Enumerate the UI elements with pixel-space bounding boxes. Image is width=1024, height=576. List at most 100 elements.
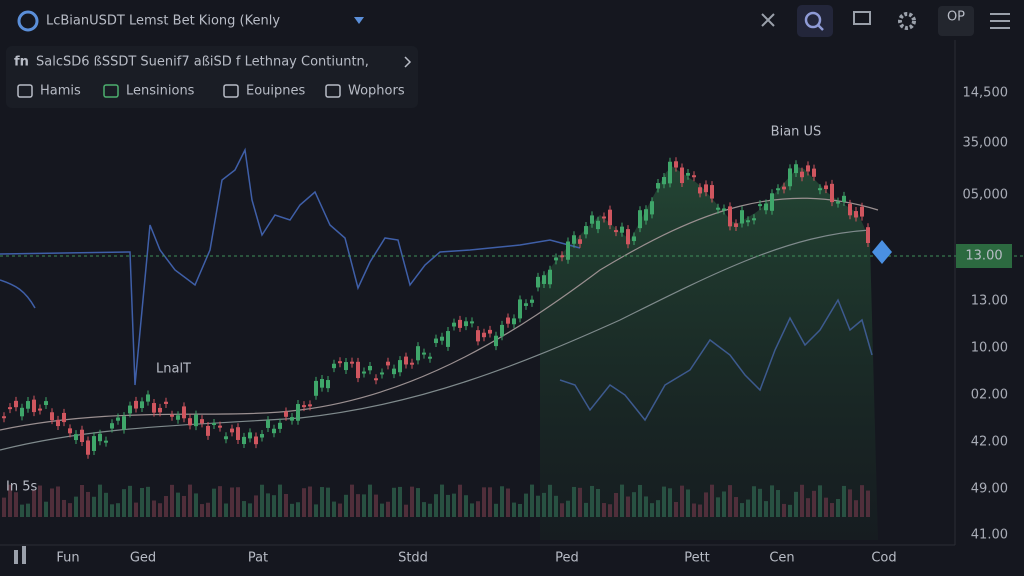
volume-bar bbox=[152, 500, 156, 517]
candle bbox=[44, 401, 48, 406]
time-label: Ped bbox=[555, 551, 579, 566]
volume-bar bbox=[38, 485, 42, 517]
bars-icon[interactable] bbox=[22, 546, 26, 564]
candle bbox=[596, 220, 600, 230]
volume-bar bbox=[494, 503, 498, 517]
candle bbox=[236, 427, 240, 440]
candle bbox=[446, 331, 450, 347]
candle bbox=[86, 440, 90, 455]
tab[interactable]: Eouipnes bbox=[246, 84, 306, 99]
price-tag bbox=[956, 244, 1012, 268]
volume-bar bbox=[110, 504, 114, 517]
candle bbox=[668, 161, 672, 184]
mid-label: LnalT bbox=[156, 362, 191, 377]
volume-bar bbox=[284, 494, 288, 517]
candle bbox=[632, 236, 636, 242]
candle bbox=[314, 380, 318, 396]
logo bbox=[17, 10, 39, 32]
settings-icon[interactable] bbox=[898, 12, 916, 30]
candle bbox=[494, 335, 498, 347]
candle bbox=[590, 215, 594, 224]
price-axis: 14,500 35,000 05,000 13.00 10.00 02.00 42.00 49… bbox=[963, 86, 1009, 543]
volume-bar bbox=[374, 494, 378, 517]
candle bbox=[758, 204, 762, 207]
candle bbox=[302, 405, 306, 408]
candle bbox=[500, 324, 504, 337]
candle bbox=[626, 229, 630, 245]
price-marker[interactable] bbox=[872, 240, 892, 264]
bars-icon[interactable] bbox=[14, 550, 18, 564]
candle bbox=[608, 209, 612, 226]
volume-bar bbox=[242, 501, 246, 517]
volume-bar bbox=[146, 486, 150, 517]
tool-icon[interactable] bbox=[761, 13, 775, 27]
candle bbox=[122, 416, 126, 430]
candle bbox=[92, 436, 96, 451]
tab[interactable]: Wophors bbox=[348, 84, 405, 99]
volume-bar bbox=[380, 503, 384, 517]
candle bbox=[356, 361, 360, 379]
candle bbox=[344, 362, 348, 371]
info-arrow[interactable] bbox=[404, 56, 412, 68]
volume-bar bbox=[92, 496, 96, 517]
candle bbox=[848, 203, 852, 216]
header-title: LcBianUSDT Lemst Bet Kiong (Kenly bbox=[46, 14, 280, 29]
volume-bar bbox=[500, 486, 504, 517]
volume-bar bbox=[692, 503, 696, 517]
candle bbox=[368, 365, 372, 371]
volume-bar bbox=[338, 503, 342, 517]
tab[interactable]: Hamis bbox=[40, 84, 81, 99]
volume-bar bbox=[80, 484, 84, 517]
volume-bar bbox=[776, 490, 780, 517]
candle bbox=[476, 330, 480, 342]
candle bbox=[752, 218, 756, 221]
candle bbox=[320, 379, 324, 388]
volume-bar bbox=[50, 488, 54, 517]
axis-label: 02.00 bbox=[971, 388, 1008, 403]
candle bbox=[776, 188, 780, 191]
candle bbox=[386, 361, 390, 366]
volume-bar bbox=[824, 497, 828, 517]
candle bbox=[548, 269, 552, 285]
title-dropdown[interactable] bbox=[354, 17, 364, 24]
time-label: Cod bbox=[871, 551, 896, 566]
volume-bar bbox=[842, 485, 846, 517]
volume-bar bbox=[488, 487, 492, 517]
candle bbox=[470, 321, 474, 324]
volume-bar bbox=[764, 501, 768, 517]
volume-bar bbox=[260, 484, 264, 517]
price-tag-text: 13.00 bbox=[965, 249, 1002, 264]
axis-label: 13.00 bbox=[971, 294, 1008, 309]
volume-bar bbox=[470, 503, 474, 517]
time-label: Stdd bbox=[398, 551, 428, 566]
search-button[interactable] bbox=[797, 5, 833, 37]
candle bbox=[224, 436, 228, 440]
volume-bar bbox=[368, 484, 372, 517]
candle bbox=[254, 436, 258, 445]
candle bbox=[110, 423, 114, 429]
candle bbox=[488, 329, 492, 334]
screen-icon[interactable] bbox=[853, 11, 871, 25]
candle bbox=[416, 346, 420, 361]
candle bbox=[176, 415, 180, 420]
candle bbox=[32, 399, 36, 413]
search-handle bbox=[817, 24, 824, 31]
candle bbox=[74, 434, 78, 441]
badge-button[interactable] bbox=[938, 6, 974, 36]
candle bbox=[278, 422, 282, 429]
time-label: Fun bbox=[56, 551, 79, 566]
menu-icon[interactable] bbox=[990, 13, 1010, 29]
candle bbox=[686, 172, 690, 176]
tab[interactable]: Lensinions bbox=[126, 84, 195, 99]
candle bbox=[602, 216, 606, 219]
volume-bar bbox=[362, 494, 366, 517]
candle bbox=[554, 257, 558, 261]
volume-bar bbox=[800, 484, 804, 517]
candle bbox=[788, 168, 792, 187]
volume-bar bbox=[14, 492, 18, 517]
candle bbox=[422, 352, 426, 355]
volume-bar bbox=[830, 503, 834, 517]
volume-bar bbox=[170, 484, 174, 517]
volume-bar bbox=[140, 487, 144, 517]
volume-bar bbox=[26, 503, 30, 517]
